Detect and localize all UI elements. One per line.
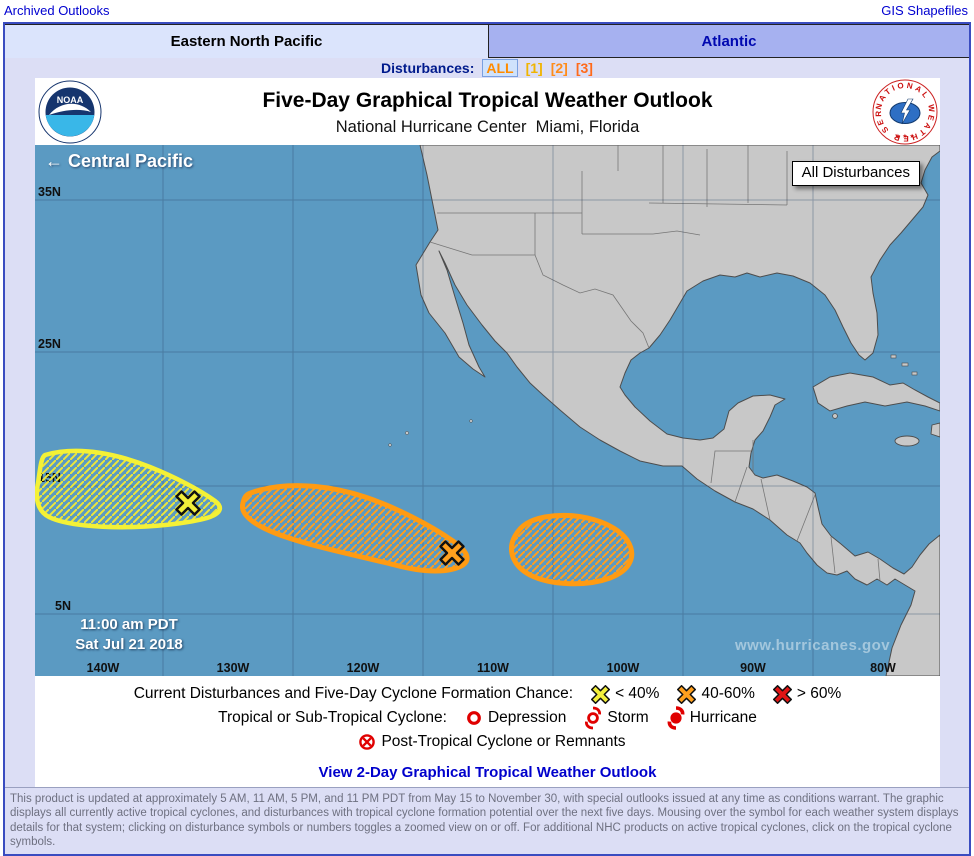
noaa-logo-text: NOAA — [57, 95, 84, 105]
legend-cyclone-label: Tropical or Sub-Tropical Cyclone: — [218, 709, 447, 726]
outlook-map: 35N 25N 15N 5N 140W 130W 120W 110W 100W … — [35, 145, 940, 676]
issuance-timestamp: 11:00 am PDT Sat Jul 21 2018 — [49, 615, 209, 655]
legend-item-depression: Depression — [465, 709, 566, 727]
archived-outlooks-link[interactable]: Archived Outlooks — [4, 3, 110, 18]
legend-item-gt60: > 60% — [772, 684, 842, 704]
central-pacific-label: Central Pacific — [68, 151, 194, 171]
land-north-america — [415, 145, 940, 676]
yellow-x-icon — [591, 684, 611, 704]
left-arrow-icon: ← — [45, 151, 63, 171]
all-disturbances-badge: All Disturbances — [791, 161, 920, 186]
disturbance-area-west-yellow[interactable] — [35, 448, 223, 530]
legend-post-tropical-row: Post-Tropical Cyclone or Remnants — [35, 730, 940, 754]
legend-cyclone-row: Tropical or Sub-Tropical Cyclone: Depres… — [35, 706, 940, 730]
red-x-icon — [772, 684, 792, 704]
lat-label-5n: 5N — [55, 599, 71, 613]
disturbance-marker-central-x[interactable] — [439, 540, 465, 566]
land-isle-of-youth — [832, 413, 838, 419]
hurricanes-gov-watermark: www.hurricanes.gov — [735, 637, 891, 654]
outlook-header: NOAA Five-Day Graphical Tropical Weather… — [35, 78, 940, 145]
disturbance-option-2[interactable]: [2] — [550, 60, 568, 76]
lon-label-80w: 80W — [870, 661, 896, 675]
disturbance-area-east-orange[interactable] — [509, 512, 635, 587]
nws-logo: NATIONAL WEATHER SERVICE ★ ★ ★ — [872, 79, 938, 150]
legend-item-post-tropical: Post-Tropical Cyclone or Remnants — [358, 733, 626, 751]
legend-gt60-label: > 60% — [796, 685, 842, 702]
legend-hurricane-label: Hurricane — [689, 709, 757, 726]
legend-40-60-label: 40-60% — [701, 685, 755, 702]
outlook-card: NOAA Five-Day Graphical Tropical Weather… — [35, 78, 940, 787]
lat-label-35n: 35N — [38, 185, 61, 199]
svg-text:★ ★ ★: ★ ★ ★ — [895, 133, 914, 140]
lon-label-90w: 90W — [740, 661, 766, 675]
lon-label-130w: 130W — [217, 661, 250, 675]
two-day-outlook-link[interactable]: View 2-Day Graphical Tropical Weather Ou… — [318, 764, 657, 781]
lon-label-100w: 100W — [607, 661, 640, 675]
storm-icon — [584, 706, 602, 730]
orange-x-icon — [677, 684, 697, 704]
legend-lt40-label: < 40% — [615, 685, 660, 702]
map-legend: Current Disturbances and Five-Day Cyclon… — [35, 676, 940, 758]
legend-chance-row: Current Disturbances and Five-Day Cyclon… — [35, 682, 940, 706]
lon-label-110w: 110W — [477, 661, 509, 675]
basin-tabs: Eastern North Pacific Atlantic — [5, 24, 969, 58]
lon-label-140w: 140W — [87, 661, 120, 675]
land-bahamas — [890, 354, 918, 376]
two-day-link-row: View 2-Day Graphical Tropical Weather Ou… — [35, 758, 940, 787]
page-subtitle: National Hurricane Center Miami, Florida — [335, 118, 640, 136]
disturbance-option-1[interactable]: [1] — [525, 60, 543, 76]
lon-label-120w: 120W — [347, 661, 380, 675]
disturbance-area-central-orange[interactable] — [240, 483, 470, 574]
lat-label-25n: 25N — [38, 337, 61, 351]
land-hispaniola — [930, 422, 940, 438]
depression-icon — [465, 709, 483, 727]
legend-item-40-60: 40-60% — [677, 684, 755, 704]
land-cuba — [812, 372, 940, 412]
disturbance-marker-west-x[interactable] — [175, 490, 201, 516]
hurricane-icon — [667, 706, 685, 730]
tab-eastern-north-pacific[interactable]: Eastern North Pacific — [5, 25, 488, 58]
noaa-logo: NOAA — [38, 80, 102, 149]
gis-shapefiles-link[interactable]: GIS Shapefiles — [881, 3, 968, 18]
top-link-bar: Archived Outlooks GIS Shapefiles — [0, 0, 974, 22]
legend-item-lt40: < 40% — [591, 684, 660, 704]
timestamp-date: Sat Jul 21 2018 — [75, 636, 183, 653]
disturbance-selector-bar: Disturbances: ALL [1] [2] [3] — [5, 58, 969, 78]
state-borders — [429, 145, 881, 582]
post-tropical-icon — [358, 733, 376, 751]
page-title: Five-Day Graphical Tropical Weather Outl… — [262, 89, 713, 112]
legend-depression-label: Depression — [487, 709, 567, 726]
outlook-container: Eastern North Pacific Atlantic Disturban… — [3, 22, 971, 856]
disturbances-label: Disturbances: — [381, 60, 475, 76]
timestamp-time: 11:00 am PDT — [80, 616, 178, 633]
central-pacific-link[interactable]: ← Central Pacific — [45, 151, 193, 172]
disturbance-option-3[interactable]: [3] — [575, 60, 593, 76]
disturbance-option-all[interactable]: ALL — [482, 59, 518, 77]
land-small-islands — [388, 419, 473, 447]
tab-atlantic[interactable]: Atlantic — [487, 25, 969, 58]
legend-storm-label: Storm — [607, 709, 649, 726]
legend-post-tropical-label: Post-Tropical Cyclone or Remnants — [381, 733, 626, 750]
legend-chance-label: Current Disturbances and Five-Day Cyclon… — [133, 685, 574, 702]
land-jamaica — [894, 435, 920, 447]
legend-item-hurricane: Hurricane — [667, 706, 757, 730]
graticule — [35, 145, 940, 676]
lightning-bolt-icon — [900, 98, 914, 125]
legend-item-storm: Storm — [584, 706, 649, 730]
